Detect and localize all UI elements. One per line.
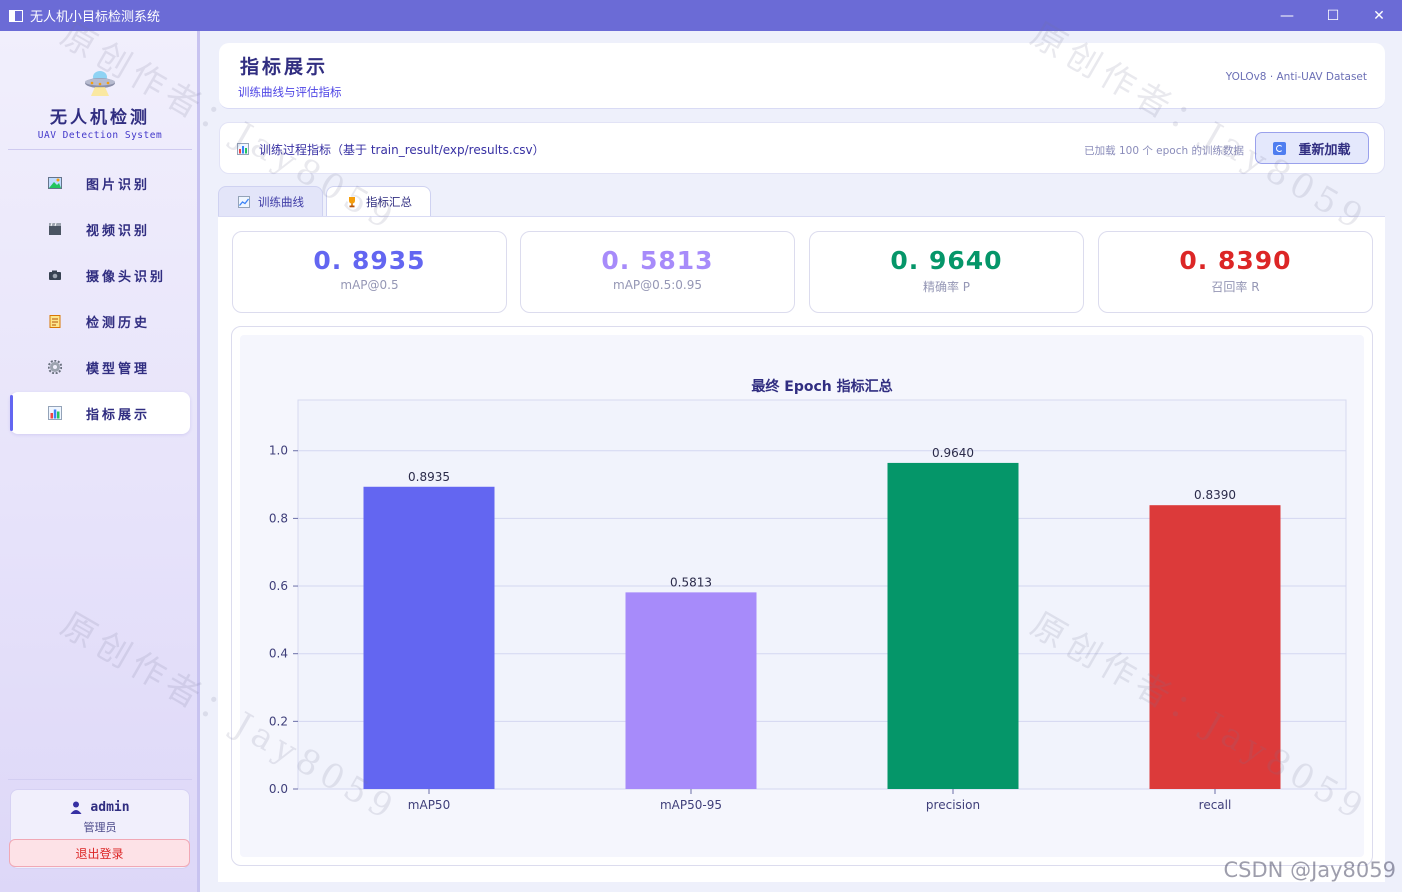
bar-mAP50-95 (625, 592, 757, 789)
csdn-watermark: CSDN @Jay8059 (1223, 858, 1396, 882)
chart-card: 最终 Epoch 指标汇总 0.0 0.2 0.4 0.6 0.8 1.0 0.8935 mAP… (231, 326, 1373, 866)
metrics-bar-chart: 最终 Epoch 指标汇总 0.0 0.2 0.4 0.6 0.8 1.0 0.8935 mAP… (240, 335, 1364, 857)
metric-label: 召回率 R (1211, 280, 1260, 294)
user-icon (70, 801, 82, 814)
metric-label: mAP@0.5 (340, 278, 399, 292)
metric-value: 0. 8390 (1179, 246, 1292, 275)
metrics-toolbar: 训练过程指标（基于 train_result/exp/results.csv） … (219, 122, 1385, 174)
logo-title: 无人机检测 (50, 108, 150, 128)
metric-value: 0. 5813 (601, 246, 714, 275)
sidebar-item-camera-detect[interactable]: 摄像头识别 (10, 254, 190, 296)
x-tick-label: mAP50-95 (660, 798, 722, 812)
divider (8, 149, 192, 150)
metric-label: 精确率 P (922, 280, 971, 294)
data-label: 0.8935 (408, 470, 450, 484)
tab-label: 指标汇总 (366, 195, 412, 209)
tab-training-curves[interactable]: 训练曲线 (218, 186, 323, 217)
sidebar-item-model-manage[interactable]: 模型管理 (10, 346, 190, 388)
y-tick-label: 0.4 (269, 647, 288, 661)
logo-subtitle: UAV Detection System (37, 130, 163, 141)
y-tick-label: 1.0 (269, 444, 288, 458)
window-titlebar: 无人机小目标检测系统 — ☐ ✕ (0, 0, 1402, 31)
sidebar-item-label: 图片识别 (86, 177, 151, 193)
tab-label: 训练曲线 (258, 195, 304, 209)
x-tick-label: recall (1199, 798, 1232, 812)
bar-recall (1149, 505, 1281, 789)
sidebar-item-video-detect[interactable]: 视频识别 (10, 208, 190, 250)
close-button[interactable]: ✕ (1373, 7, 1385, 24)
sidebar: 无人机检测 UAV Detection System 图片识别 视频识别 摄像头… (0, 31, 200, 892)
bar-precision (887, 462, 1019, 789)
image-icon (48, 177, 62, 189)
app-icon (9, 9, 23, 22)
page-title: 指标展示 (240, 56, 329, 78)
sidebar-item-label: 检测历史 (86, 315, 151, 331)
sidebar-item-label: 指标展示 (86, 407, 151, 423)
data-label: 0.5813 (670, 575, 712, 589)
window-title: 无人机小目标检测系统 (30, 10, 161, 25)
y-tick-label: 0.0 (269, 782, 288, 796)
bar-chart-icon (48, 406, 62, 420)
metric-card-precision: 0. 9640 精确率 P (809, 231, 1084, 313)
reload-button[interactable]: 重新加载 (1255, 132, 1369, 164)
main-content: 指标展示 训练曲线与评估指标 YOLOv8 · Anti-UAV Dataset… (203, 31, 1402, 892)
sidebar-item-label: 摄像头识别 (86, 269, 167, 285)
data-label: 0.9640 (932, 446, 974, 460)
logo: 无人机检测 UAV Detection System (0, 67, 200, 147)
metric-card-map50-95: 0. 5813 mAP@0.5:0.95 (520, 231, 795, 313)
sidebar-item-label: 模型管理 (86, 361, 151, 377)
metric-label: mAP@0.5:0.95 (613, 278, 702, 292)
metric-card-map50: 0. 8935 mAP@0.5 (232, 231, 507, 313)
metric-value: 0. 9640 (890, 246, 1003, 275)
tab-bar: 训练曲线 指标汇总 (218, 186, 431, 217)
y-tick-label: 0.6 (269, 579, 288, 593)
sidebar-item-metrics[interactable]: 指标展示 (10, 392, 190, 434)
y-tick-label: 0.2 (269, 714, 288, 728)
chart-title: 最终 Epoch 指标汇总 (751, 378, 892, 395)
trophy-icon (349, 197, 355, 208)
camera-icon (49, 270, 61, 280)
user-role: 管理员 (83, 821, 117, 834)
line-chart-icon (238, 196, 250, 208)
history-icon (49, 315, 61, 328)
sidebar-item-image-detect[interactable]: 图片识别 (10, 162, 190, 204)
load-status: 已加载 100 个 epoch 的训练数据 (1084, 145, 1244, 157)
x-tick-label: precision (926, 798, 980, 812)
metric-value: 0. 8935 (313, 246, 426, 275)
video-icon (49, 222, 61, 235)
bar-mAP50 (363, 486, 495, 789)
sidebar-nav: 图片识别 视频识别 摄像头识别 检测历史 模型管理 指标展示 (10, 162, 190, 438)
toolbar-label: 训练过程指标（基于 train_result/exp/results.csv） (259, 143, 545, 157)
page-header: 指标展示 训练曲线与评估指标 YOLOv8 · Anti-UAV Dataset (219, 43, 1385, 109)
ufo-icon (85, 71, 115, 96)
user-name: admin (90, 800, 130, 815)
dataset-label: YOLOv8 · Anti-UAV Dataset (1225, 71, 1367, 83)
gear-icon (48, 360, 62, 374)
metric-card-recall: 0. 8390 召回率 R (1098, 231, 1373, 313)
x-tick-label: mAP50 (408, 798, 450, 812)
tab-metrics-summary[interactable]: 指标汇总 (326, 186, 431, 217)
bar-chart-icon (237, 143, 249, 155)
sidebar-item-history[interactable]: 检测历史 (10, 300, 190, 342)
maximize-button[interactable]: ☐ (1326, 7, 1340, 24)
reload-label: 重新加载 (1298, 142, 1351, 158)
minimize-button[interactable]: — (1280, 7, 1294, 24)
y-tick-label: 0.8 (269, 511, 288, 525)
data-label: 0.8390 (1194, 488, 1236, 502)
logout-button[interactable]: 退出登录 (9, 839, 190, 867)
refresh-icon (1273, 141, 1287, 155)
page-subtitle: 训练曲线与评估指标 (238, 85, 342, 99)
sidebar-item-label: 视频识别 (86, 223, 151, 239)
divider (8, 779, 192, 780)
